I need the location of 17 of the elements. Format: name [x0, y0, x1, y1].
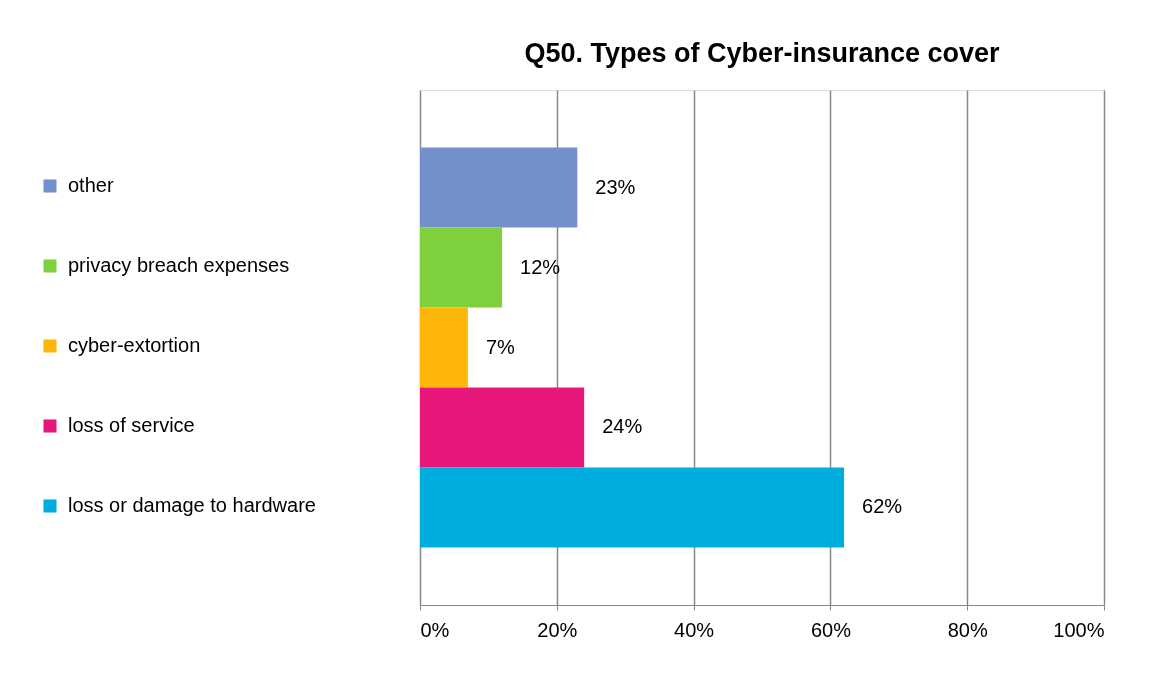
x-tick-label: 0%	[420, 618, 450, 641]
x-tick-label: 80%	[947, 618, 988, 641]
legend-label: loss of service	[68, 414, 195, 436]
x-tick-label: 40%	[674, 618, 715, 641]
x-tick-label: 60%	[810, 618, 852, 641]
x-tick-label: 100%	[1053, 618, 1105, 641]
data-label: 7%	[485, 335, 515, 358]
x-tick-label: 20%	[537, 618, 578, 641]
legend-label: loss or damage to hardware	[68, 494, 316, 516]
data-label: 12%	[520, 255, 561, 278]
data-label: 62%	[862, 495, 903, 518]
legend-label: other	[68, 174, 114, 196]
data-label: 23%	[595, 175, 636, 198]
data-label: 24%	[602, 415, 643, 438]
chart-title: Q50. Types of Cyber-insurance cover	[524, 38, 1001, 68]
legend-label: cyber-extortion	[68, 334, 201, 356]
legend-label: privacy breach expenses	[68, 254, 290, 276]
